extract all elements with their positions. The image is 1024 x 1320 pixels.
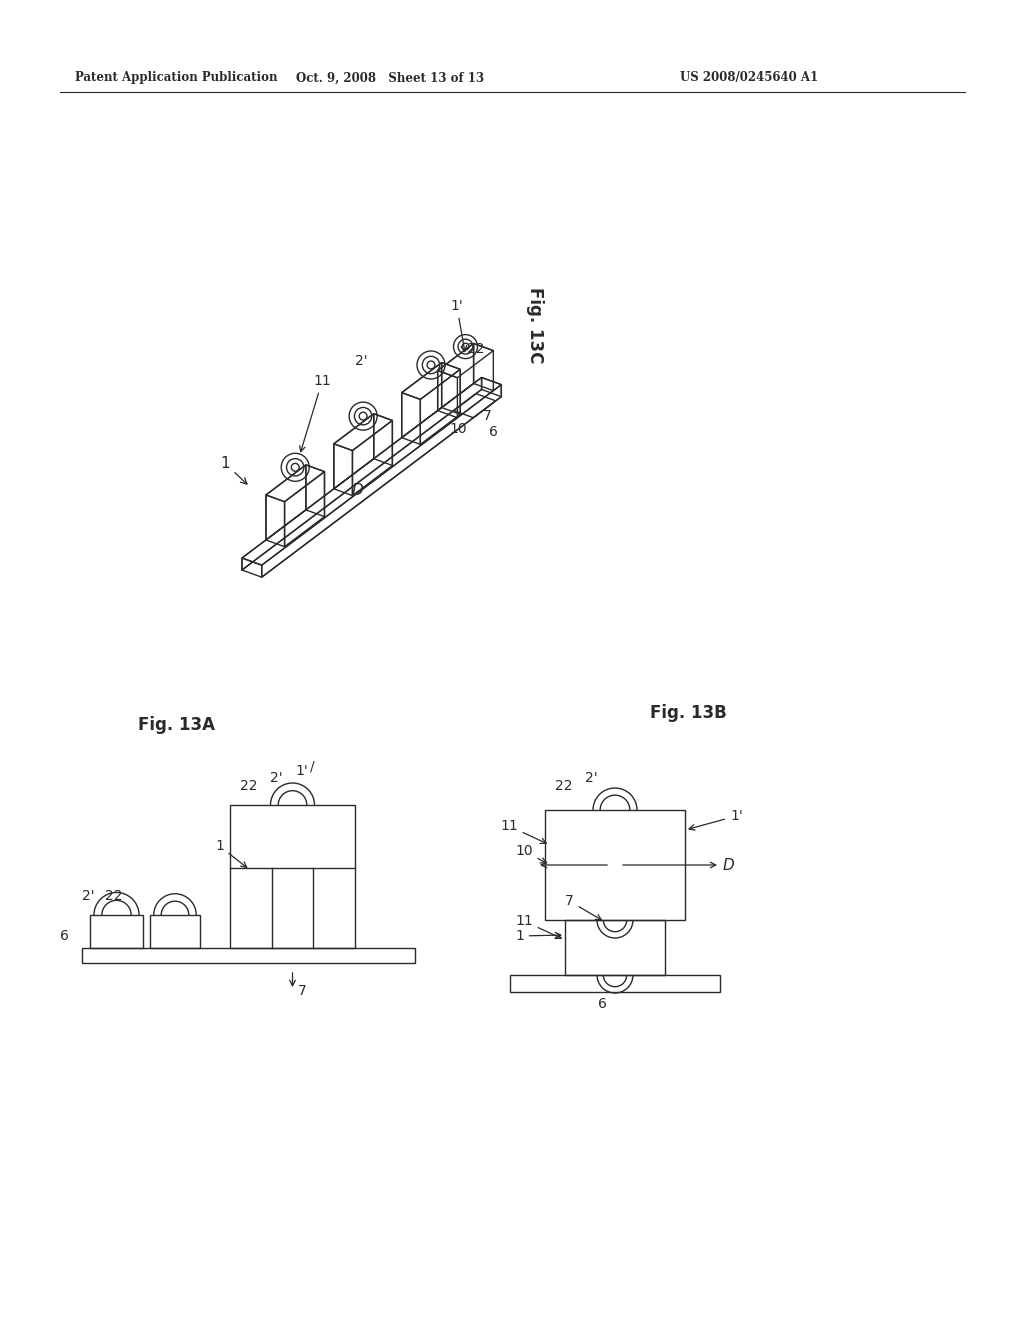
Text: 1': 1' <box>295 764 308 777</box>
Bar <box>230 805 355 948</box>
Text: /: / <box>310 759 314 774</box>
Text: Patent Application Publication: Patent Application Publication <box>75 71 278 84</box>
Text: D: D <box>351 483 364 498</box>
Text: 7: 7 <box>565 894 601 920</box>
Text: 22: 22 <box>105 888 123 903</box>
Text: 11: 11 <box>300 374 331 451</box>
Bar <box>90 915 143 948</box>
Text: 6: 6 <box>598 997 607 1011</box>
Bar <box>510 975 720 993</box>
Text: 2': 2' <box>270 771 283 785</box>
Text: 22: 22 <box>467 342 484 355</box>
Text: 7: 7 <box>483 409 492 422</box>
Text: 2': 2' <box>585 771 598 785</box>
Text: 1': 1' <box>689 809 742 830</box>
Text: 6: 6 <box>488 425 498 440</box>
Text: 1: 1 <box>220 455 247 484</box>
Text: 2': 2' <box>355 354 368 368</box>
Text: 11: 11 <box>515 913 561 939</box>
Text: 7: 7 <box>298 983 306 998</box>
Bar <box>150 915 200 948</box>
Text: 10: 10 <box>515 843 547 863</box>
Bar <box>545 810 685 920</box>
Text: US 2008/0245640 A1: US 2008/0245640 A1 <box>680 71 818 84</box>
Text: Fig. 13A: Fig. 13A <box>138 715 215 734</box>
Text: 22: 22 <box>555 779 572 793</box>
Bar <box>82 948 415 964</box>
Text: D: D <box>723 858 735 873</box>
Text: Oct. 9, 2008   Sheet 13 of 13: Oct. 9, 2008 Sheet 13 of 13 <box>296 71 484 84</box>
Text: 1: 1 <box>215 840 247 867</box>
Text: 22: 22 <box>240 779 257 793</box>
Text: 2': 2' <box>82 888 94 903</box>
Text: 1: 1 <box>515 929 561 942</box>
Text: 10: 10 <box>450 422 467 436</box>
Text: Fig. 13B: Fig. 13B <box>650 704 727 722</box>
Text: 1': 1' <box>451 298 467 351</box>
Bar <box>565 920 665 975</box>
Text: Fig. 13C: Fig. 13C <box>526 288 545 363</box>
Text: 6: 6 <box>60 929 69 942</box>
Text: 11: 11 <box>500 818 546 843</box>
